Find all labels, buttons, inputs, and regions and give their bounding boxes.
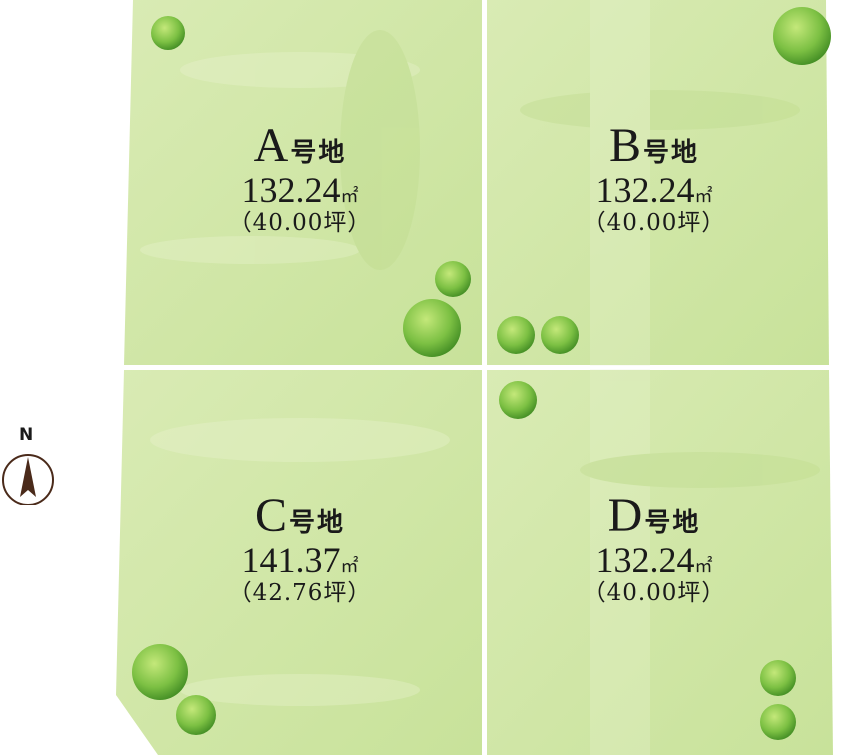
compass: N: [0, 425, 56, 505]
lot-a-label: A号地 132.24㎡ （40.00坪）: [190, 122, 410, 237]
lot-b-area: 132.24㎡: [595, 170, 713, 210]
lot-parcels: [116, 0, 833, 755]
tree-icon: [403, 299, 461, 357]
tree-icon: [151, 16, 185, 50]
tree-icon: [132, 644, 188, 700]
compass-north-label: N: [19, 425, 34, 445]
lot-c-tsubo: （42.76坪）: [228, 579, 372, 606]
trees: [132, 7, 831, 740]
lot-a-name: A号地: [253, 119, 347, 172]
tree-icon: [773, 7, 831, 65]
lot-b-name: B号地: [608, 119, 700, 172]
tree-icon: [176, 695, 216, 735]
lot-b-parcel[interactable]: [487, 0, 829, 365]
lot-a-parcel[interactable]: [124, 0, 482, 365]
watercolor-texture: [140, 0, 820, 755]
lot-b-label: B号地 132.24㎡ （40.00坪）: [544, 122, 764, 237]
lot-c-label: C号地 141.37㎡ （42.76坪）: [190, 492, 410, 607]
lot-d-area: 132.24㎡: [595, 540, 713, 580]
tree-icon: [760, 704, 796, 740]
lot-d-tsubo: （40.00坪）: [582, 579, 726, 606]
lot-c-area: 141.37㎡: [241, 540, 359, 580]
lot-d-parcel[interactable]: [487, 370, 833, 755]
tree-icon: [541, 316, 579, 354]
lot-d-label: D号地 132.24㎡ （40.00坪）: [544, 492, 764, 607]
lot-c-name: C号地: [254, 489, 346, 542]
tree-icon: [435, 261, 471, 297]
lot-d-name: D号地: [607, 489, 701, 542]
lot-a-tsubo: （40.00坪）: [228, 209, 372, 236]
north-arrow-icon: [2, 454, 54, 505]
lot-boundaries: [120, 0, 832, 755]
tree-icon: [497, 316, 535, 354]
lot-c-parcel[interactable]: [116, 370, 482, 755]
lot-b-tsubo: （40.00坪）: [582, 209, 726, 236]
tree-icon: [760, 660, 796, 696]
tree-icon: [499, 381, 537, 419]
lot-a-area: 132.24㎡: [241, 170, 359, 210]
